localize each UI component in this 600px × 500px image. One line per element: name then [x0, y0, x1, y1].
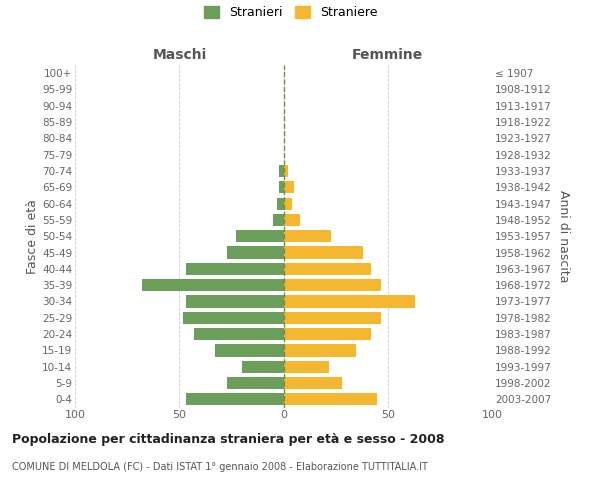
Bar	[185, 296, 284, 308]
Bar	[284, 328, 371, 340]
Y-axis label: Anni di nascita: Anni di nascita	[557, 190, 570, 282]
Bar	[284, 360, 329, 373]
Bar	[277, 198, 284, 209]
Bar	[284, 263, 371, 275]
Y-axis label: Fasce di età: Fasce di età	[26, 199, 39, 274]
Bar	[284, 246, 363, 258]
Bar	[185, 393, 284, 406]
Bar	[284, 377, 342, 389]
Bar	[185, 263, 284, 275]
Bar	[280, 181, 284, 194]
Bar	[284, 296, 415, 308]
Bar	[284, 214, 300, 226]
Bar	[280, 165, 284, 177]
Bar	[227, 246, 284, 258]
Bar	[236, 230, 284, 242]
Bar	[284, 312, 382, 324]
Bar	[284, 393, 377, 406]
Legend: Stranieri, Straniere: Stranieri, Straniere	[204, 6, 378, 19]
Bar	[284, 279, 382, 291]
Bar	[227, 377, 284, 389]
Bar	[284, 165, 287, 177]
Text: Femmine: Femmine	[352, 48, 423, 62]
Bar	[284, 181, 294, 194]
Text: COMUNE DI MELDOLA (FC) - Dati ISTAT 1° gennaio 2008 - Elaborazione TUTTITALIA.IT: COMUNE DI MELDOLA (FC) - Dati ISTAT 1° g…	[12, 462, 428, 472]
Text: Maschi: Maschi	[152, 48, 206, 62]
Bar	[284, 198, 292, 209]
Text: Popolazione per cittadinanza straniera per età e sesso - 2008: Popolazione per cittadinanza straniera p…	[12, 432, 445, 446]
Bar	[284, 230, 331, 242]
Bar	[215, 344, 284, 356]
Bar	[273, 214, 284, 226]
Bar	[184, 312, 284, 324]
Bar	[284, 344, 356, 356]
Bar	[242, 360, 284, 373]
Bar	[142, 279, 284, 291]
Bar	[194, 328, 284, 340]
